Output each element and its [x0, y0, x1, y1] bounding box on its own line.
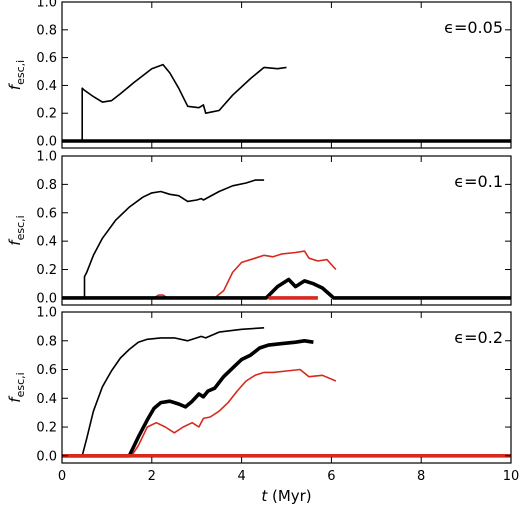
y-tick-label: 0.4: [36, 392, 57, 407]
x-tick-label: 8: [417, 469, 425, 484]
series-line-3: [62, 277, 511, 300]
axes-frame: [61, 1, 512, 149]
epsilon-label: ϵ=0.05: [444, 18, 503, 37]
epsilon-label: ϵ=0.2: [454, 328, 503, 347]
x-tick-label: 10: [503, 469, 520, 484]
panel-3: 0 2 4 6 8 10 0.0 0.2 0.4 0.6 0.8 1.0 fesc,i ϵ=0.2 t (M…: [6, 306, 519, 506]
y-tick-label: 0.8: [36, 23, 57, 38]
series-line-2: [62, 250, 337, 299]
x-tick-label: 4: [237, 469, 245, 484]
x-axis-label: t (Myr): [261, 487, 311, 505]
y-tick-label: 0.2: [36, 107, 57, 122]
axes-frame: [61, 155, 512, 306]
y-tick-label: 1.0: [36, 306, 57, 321]
series-line-3: [62, 368, 337, 457]
series-line-1: [81, 327, 265, 457]
panel-2: 0.0 0.2 0.4 0.6 0.8 1.0 fesc,i ϵ=0.1: [6, 150, 512, 306]
y-tick-label: 0.6: [36, 51, 57, 66]
x-tick-label: 6: [327, 469, 335, 484]
y-tick-label: 0.4: [36, 235, 57, 250]
series-group: [62, 63, 511, 143]
y-tick-label: 1.0: [36, 0, 57, 11]
epsilon-label: ϵ=0.1: [454, 172, 503, 191]
y-tick-label: 0.0: [36, 135, 57, 150]
y-axis-label: fesc,i: [6, 60, 27, 90]
x-tick-label: 2: [148, 469, 156, 484]
x-tick-label: 0: [58, 469, 66, 484]
y-tick-label: 0.6: [36, 363, 57, 378]
series-group: [62, 179, 511, 300]
series-group: [62, 327, 511, 458]
y-tick-label: 0.8: [36, 178, 57, 193]
y-tick-label: 0.0: [36, 449, 57, 464]
series-line-1: [83, 179, 265, 298]
y-tick-label: 0.8: [36, 334, 57, 349]
y-tick-label: 0.0: [36, 291, 57, 306]
series-line-2: [62, 338, 314, 458]
y-tick-label: 0.6: [36, 206, 57, 221]
y-tick-label: 1.0: [36, 150, 57, 165]
y-axis-label: fesc,i: [6, 372, 27, 402]
y-axis-label: fesc,i: [6, 215, 27, 245]
y-tick-label: 0.2: [36, 263, 57, 278]
panel-1: 0.0 0.2 0.4 0.6 0.8 1.0 fesc,i ϵ=0.05: [6, 0, 512, 150]
y-tick-label: 0.4: [36, 79, 57, 94]
axes-frame: [61, 311, 512, 464]
y-tick-label: 0.2: [36, 421, 57, 436]
series-line-1: [81, 63, 287, 141]
